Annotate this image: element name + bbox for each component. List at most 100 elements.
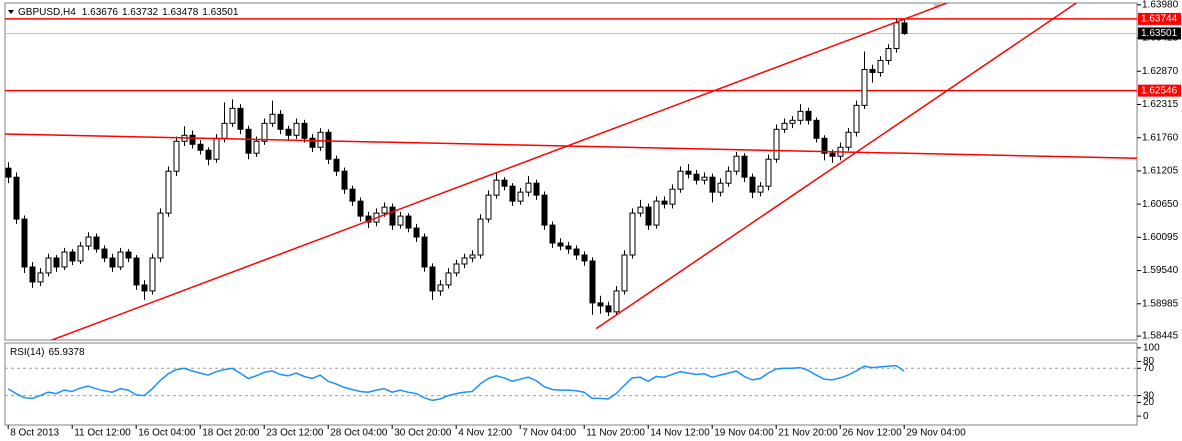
candle-body	[661, 200, 668, 205]
x-tick-label: 16 Oct 04:00	[138, 428, 196, 439]
main-panel	[4, 2, 1138, 341]
candle-body	[69, 251, 76, 262]
close: 1.63501	[202, 7, 239, 18]
candle-body	[149, 257, 156, 292]
trendline	[5, 133, 1137, 159]
candle-body	[429, 266, 436, 292]
y-tick-label: 1.60650	[1142, 199, 1179, 210]
candle-body	[117, 251, 124, 268]
trendline	[595, 3, 1078, 330]
candle-body	[93, 236, 100, 250]
x-tick-label: 21 Nov 20:00	[778, 428, 838, 439]
candle-body	[365, 215, 372, 223]
candle-body	[829, 152, 836, 157]
x-tick-label: 7 Nov 04:00	[522, 428, 576, 439]
candle-body	[21, 218, 28, 268]
candle-body	[877, 59, 884, 73]
price-label-box	[1138, 12, 1181, 25]
candle-body	[45, 257, 52, 274]
candle-body	[813, 119, 820, 139]
candle-body	[445, 272, 452, 286]
current-price-label: 1.63501	[1141, 28, 1178, 39]
candle-body	[885, 47, 892, 61]
candle-body	[765, 158, 772, 187]
y-tick-label: 1.60095	[1142, 232, 1179, 243]
candle-body	[333, 158, 340, 172]
x-tick-label: 23 Oct 12:00	[266, 428, 324, 439]
candle-body	[253, 140, 260, 154]
candle-body	[349, 188, 356, 202]
candle-body	[477, 218, 484, 256]
candle-body	[589, 260, 596, 304]
candle-body	[13, 176, 20, 220]
candle-body	[709, 176, 716, 193]
candle-body	[341, 170, 348, 190]
candle-body	[5, 167, 12, 178]
y-tick-label: 1.61205	[1142, 166, 1179, 177]
candle-body	[525, 182, 532, 193]
candle-body	[229, 107, 236, 124]
candle-body	[565, 245, 572, 250]
candle-body	[397, 215, 404, 226]
x-tick-label: 29 Nov 04:00	[906, 428, 966, 439]
y-tick-label: 1.63980	[1142, 0, 1179, 10]
candle-body	[621, 254, 628, 292]
candle-body	[517, 191, 524, 202]
candle-body	[717, 182, 724, 193]
rsi-tick-label: 80	[1143, 356, 1155, 367]
rsi-tick-label: 70	[1143, 363, 1155, 374]
candle-body	[701, 176, 708, 181]
y-tick-label: 1.62315	[1142, 99, 1179, 110]
candle-body	[557, 242, 564, 247]
y-tick-label: 1.61760	[1142, 132, 1179, 143]
rsi-panel	[4, 342, 1138, 426]
price-label: 1.62546	[1141, 85, 1178, 96]
candle-body	[861, 68, 868, 106]
candle-body	[461, 257, 468, 265]
y-tick-label: 1.59540	[1142, 265, 1179, 276]
rsi-last: 65.9378	[48, 347, 85, 358]
candle-body	[821, 137, 828, 154]
rsi-tick-label: 20	[1143, 397, 1155, 408]
candle-body	[301, 122, 308, 139]
candle-body	[213, 137, 220, 160]
candle-body	[285, 128, 292, 136]
candle-body	[781, 122, 788, 130]
candle-body	[853, 104, 860, 133]
candle-body	[749, 176, 756, 193]
candle-body	[741, 155, 748, 178]
candle-body	[797, 110, 804, 121]
price-label: 1.63744	[1141, 14, 1178, 25]
candle-body	[189, 134, 196, 145]
candle-body	[629, 212, 636, 256]
x-tick-label: 14 Nov 12:00	[650, 428, 710, 439]
candle-body	[733, 155, 740, 172]
candle-body	[37, 272, 44, 283]
open: 1.63676	[82, 7, 119, 18]
menu-arrow	[8, 10, 14, 14]
candle-body	[493, 179, 500, 196]
candle-body	[541, 194, 548, 226]
x-tick-label: 11 Nov 20:00	[586, 428, 645, 439]
candle-body	[869, 68, 876, 73]
x-tick-label: 26 Nov 12:00	[842, 428, 902, 439]
candle-body	[789, 119, 796, 124]
candle-body	[293, 122, 300, 136]
candle-body	[437, 284, 444, 292]
candle-body	[653, 200, 660, 226]
candle-body	[693, 173, 700, 181]
candle-body	[389, 206, 396, 226]
candle-body	[725, 170, 732, 184]
candle-body	[245, 128, 252, 154]
x-tick-label: 19 Nov 04:00	[714, 428, 774, 439]
candle-body	[317, 131, 324, 148]
candle-body	[405, 215, 412, 229]
candle-body	[53, 257, 60, 268]
candle-body	[637, 206, 644, 214]
x-tick-label: 18 Oct 20:00	[202, 428, 260, 439]
